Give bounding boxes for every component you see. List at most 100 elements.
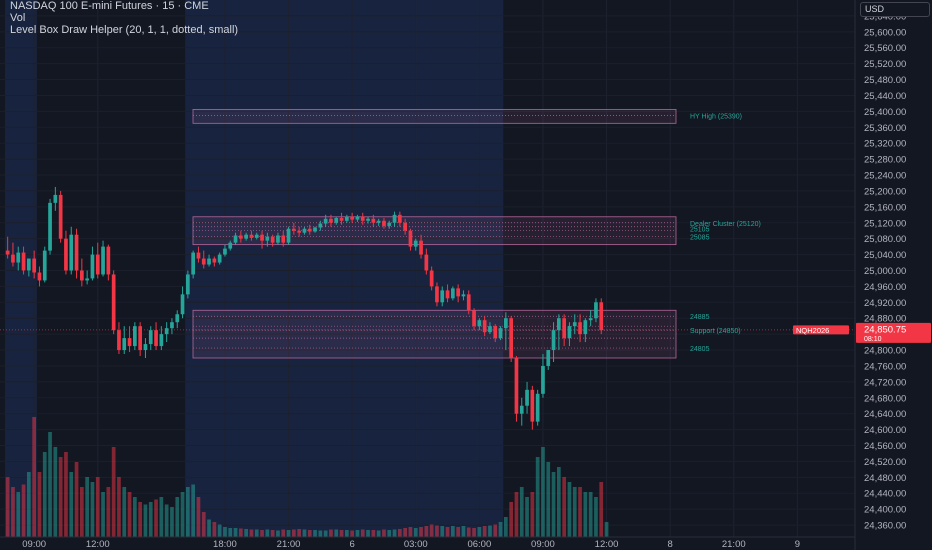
volume-bar: [223, 527, 227, 537]
candle-body: [477, 320, 482, 327]
price-tick-label: 24,920.00: [864, 298, 906, 309]
last-price-tag: [856, 322, 931, 343]
candle-body: [239, 235, 243, 239]
candle-body: [498, 328, 503, 339]
volume-bar: [403, 528, 407, 537]
volume-bar: [339, 530, 344, 537]
price-tick-label: 25,040.00: [864, 250, 906, 261]
candle-body: [53, 194, 58, 203]
candle-body: [95, 254, 100, 275]
volume-bar: [557, 467, 561, 537]
symbol-tag: [793, 325, 849, 335]
volume-bars: [5, 417, 609, 537]
price-tick-label: 24,760.00: [864, 361, 906, 372]
volume-bar: [541, 447, 545, 537]
candle-body: [398, 214, 402, 223]
time-tick-label: 12:00: [86, 539, 110, 550]
volume-bar: [64, 452, 68, 537]
price-tick-label: 25,080.00: [864, 234, 906, 245]
candle-body: [376, 220, 381, 223]
volume-bar: [329, 529, 333, 537]
candle-body: [429, 270, 434, 287]
level-label: HY High (25390): [690, 113, 742, 120]
volume-bar: [424, 526, 429, 537]
volume-bar: [435, 525, 439, 537]
volume-bar: [360, 529, 365, 537]
time-tick-label: 9: [795, 539, 800, 550]
candle-body: [170, 322, 174, 329]
time-axis[interactable]: 09:00 12:00 18:00 21:00 6 03:00 06:00 09:00 12:0…: [0, 536, 855, 550]
volume-bar: [27, 472, 31, 537]
volume-bar: [53, 447, 58, 537]
volume-bar: [133, 497, 137, 537]
volume-bar: [514, 492, 519, 537]
time-tick-label: 18:00: [213, 539, 237, 550]
time-tick-label: 21:00: [722, 539, 746, 550]
candle-body: [318, 223, 323, 228]
price-tick-label: 24,520.00: [864, 457, 906, 468]
volume-bar: [398, 529, 402, 537]
candle-body: [525, 389, 529, 406]
volume-bar: [37, 472, 42, 537]
volume-bar: [482, 526, 487, 537]
grid: [33, 0, 798, 537]
candle-body: [413, 240, 418, 247]
candle-body: [270, 236, 275, 243]
volume-bar: [175, 497, 180, 537]
candle-body: [546, 350, 551, 366]
volume-bar: [11, 487, 15, 537]
candle-body: [143, 344, 148, 351]
candles: [5, 186, 604, 430]
volume-bar: [186, 487, 190, 537]
volume-bar: [466, 527, 471, 537]
price-tick-label: 24,440.00: [864, 489, 906, 500]
volume-bar: [334, 529, 339, 537]
candle-body: [37, 272, 42, 281]
time-tick-label: 09:00: [531, 539, 555, 550]
candle-body: [260, 234, 264, 241]
candle-body: [307, 228, 312, 232]
candle-body: [599, 302, 604, 331]
volume-bar: [413, 528, 418, 537]
candle-body: [572, 322, 577, 327]
symbol-title[interactable]: NASDAQ 100 E-mini Futures · 15 · CME: [10, 0, 209, 12]
candle-body: [164, 328, 169, 335]
volume-bar: [207, 519, 211, 537]
candle-body: [180, 294, 185, 315]
volume-bar: [578, 487, 582, 537]
price-axis[interactable]: 25,640.0025,600.0025,560.0025,520.0025,4…: [854, 0, 932, 550]
volume-bar: [228, 528, 233, 537]
volume-bar: [519, 487, 524, 537]
price-tick-label: 25,520.00: [864, 59, 906, 70]
volume-legend[interactable]: Vol: [10, 12, 26, 24]
volume-bar: [143, 504, 148, 537]
candle-body: [583, 320, 588, 335]
volume-bar: [535, 457, 540, 537]
candle-body: [159, 334, 164, 347]
candle-body: [217, 254, 222, 263]
volume-bar: [509, 502, 513, 537]
candle-body: [117, 330, 121, 351]
volume-bar: [122, 487, 127, 537]
volume-bar: [445, 527, 450, 537]
level-label: 25085: [690, 235, 710, 242]
price-tick-label: 24,960.00: [864, 282, 906, 293]
candle-body: [175, 314, 180, 323]
volume-bar: [191, 484, 195, 537]
indicator-legend[interactable]: Level Box Draw Helper (20, 1, 1, dotted,…: [10, 24, 239, 36]
time-tick-label: 21:00: [277, 539, 301, 550]
price-tick-label: 25,200.00: [864, 186, 906, 197]
volume-bar: [488, 525, 492, 537]
price-tick-label: 25,600.00: [864, 27, 906, 38]
candle-body: [355, 216, 360, 220]
volume-bar: [572, 487, 577, 537]
candle-body: [514, 358, 519, 414]
currency-button[interactable]: USD: [860, 2, 930, 17]
volume-bar: [21, 484, 26, 537]
candle-body: [339, 217, 344, 221]
volume-bar: [461, 526, 466, 537]
level-label: 25105: [690, 227, 710, 234]
volume-bar: [387, 530, 392, 537]
